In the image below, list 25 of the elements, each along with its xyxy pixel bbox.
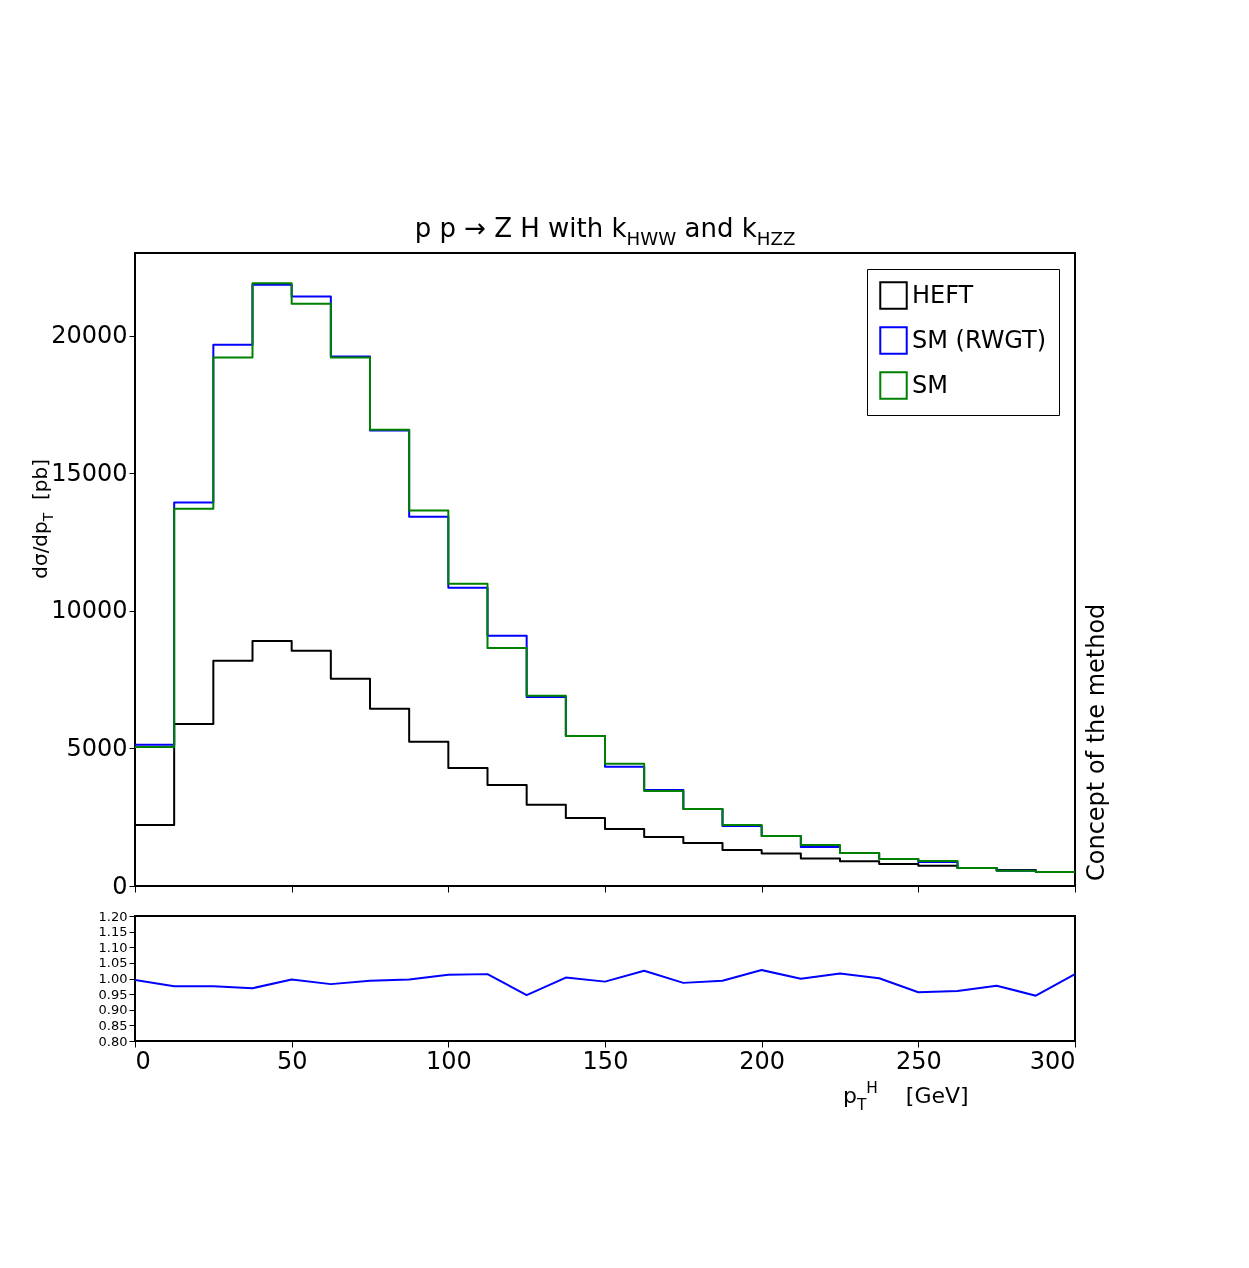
x-tick-label: 50 bbox=[276, 1046, 308, 1075]
text: Concept of the method bbox=[1082, 603, 1110, 881]
y-tick-label: 1.00 bbox=[98, 971, 128, 986]
legend-label: HEFT bbox=[912, 280, 974, 309]
y-tick-label: 0 bbox=[112, 871, 128, 900]
y-tick-label: 20000 bbox=[51, 321, 128, 350]
y-tick-label: 1.20 bbox=[98, 908, 128, 924]
y-tick-label: 0.95 bbox=[98, 986, 128, 1002]
y-tick-label: 0.90 bbox=[98, 1002, 128, 1018]
legend-label: SM bbox=[912, 370, 948, 399]
x-tick-label: 300 bbox=[1029, 1046, 1076, 1075]
x-tick-label: 250 bbox=[895, 1046, 942, 1075]
y-tick-label: 15000 bbox=[51, 458, 128, 487]
x-tick-label: 200 bbox=[739, 1046, 786, 1075]
y-tick-label: 5000 bbox=[66, 733, 128, 762]
y-tick-label: 0.80 bbox=[98, 1033, 128, 1049]
legend-label: SM (RWGT) bbox=[912, 325, 1047, 354]
x-tick-label: 150 bbox=[582, 1046, 629, 1075]
y-tick-label: 1.15 bbox=[98, 924, 128, 940]
y-tick-label: 1.05 bbox=[98, 955, 128, 971]
y-tick-label: 10000 bbox=[51, 596, 128, 625]
y-tick-label: 1.10 bbox=[98, 939, 128, 955]
y-tick-label: 0.85 bbox=[98, 1017, 128, 1033]
x-tick-label: 0 bbox=[135, 1046, 151, 1075]
x-tick-label: 100 bbox=[425, 1046, 472, 1075]
